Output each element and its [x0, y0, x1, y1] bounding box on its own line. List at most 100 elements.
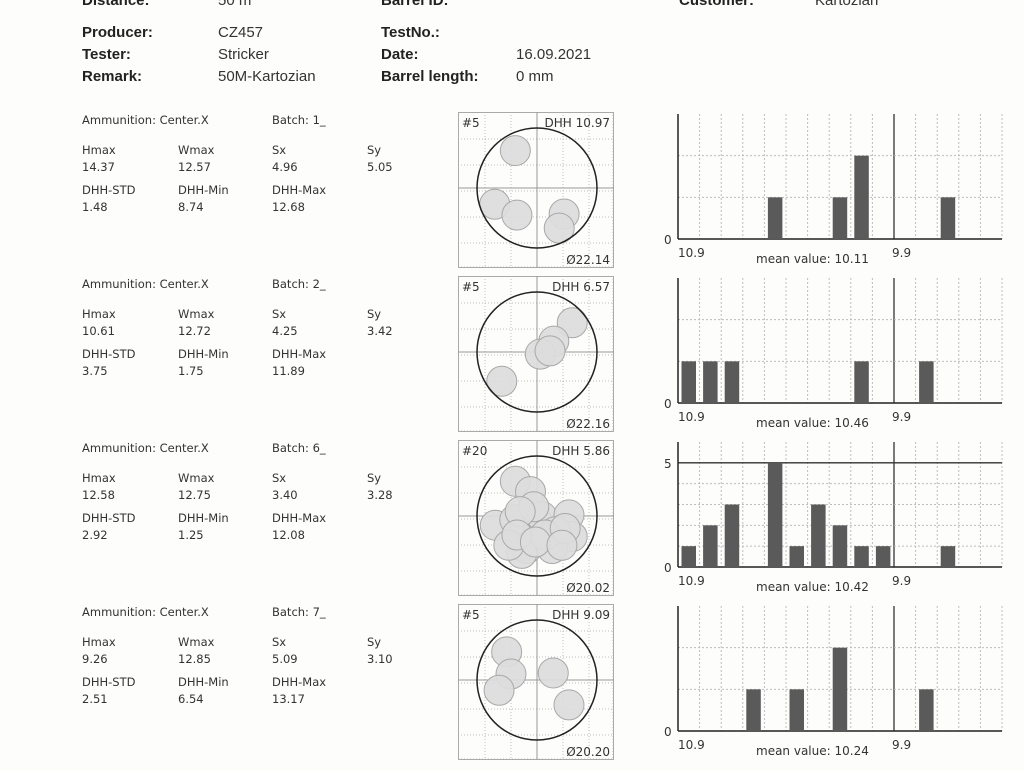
dhh-value: DHH 10.97: [545, 116, 610, 130]
header-label: Remark:: [82, 68, 143, 85]
x-label-left: 10.9: [678, 410, 705, 424]
y-tick-label: 0: [664, 397, 672, 411]
stat-value: 1.25: [178, 528, 204, 542]
dhh-value: DHH 9.09: [552, 608, 610, 622]
y-tick-label: 0: [664, 233, 672, 247]
header-label: Tester:: [82, 46, 131, 63]
shot-mark: [501, 199, 533, 231]
shot-target: #5 DHH 10.97 Ø22.14: [458, 112, 614, 268]
stat-value: 10.61: [82, 324, 115, 338]
stat-value: 12.68: [272, 200, 305, 214]
test-section: Ammunition: Center.X Batch: 2_ Hmax 10.61 Wm…: [0, 276, 1024, 440]
histogram-bar: [746, 689, 761, 731]
header-label: Date:: [381, 46, 419, 63]
group-diameter: Ø22.14: [566, 253, 610, 267]
stat-value: 3.42: [367, 324, 393, 338]
mean-value: mean value: 10.24: [756, 744, 869, 758]
shot-count: #20: [462, 444, 487, 458]
header-label: Barrel ID:: [381, 0, 449, 9]
histogram-chart: 0 10.9 9.9 mean value: 10.11: [664, 114, 1003, 266]
shot-target: #5 DHH 9.09 Ø20.20: [458, 604, 614, 760]
stat-label: Hmax: [82, 143, 116, 157]
histogram-bar: [854, 155, 869, 239]
shot-mark: [553, 689, 585, 721]
mean-value: mean value: 10.42: [756, 580, 869, 594]
x-label-mid: 9.9: [892, 574, 911, 588]
stat-value: 12.85: [178, 652, 211, 666]
test-section: Ammunition: Center.X Batch: 1_ Hmax 14.37 Wm…: [0, 112, 1024, 276]
histogram-bar: [811, 504, 826, 567]
x-label-left: 10.9: [678, 738, 705, 752]
ammunition-label: Ammunition: Center.X: [82, 605, 209, 619]
histogram-bar: [919, 689, 934, 731]
stat-label: DHH-Max: [272, 347, 327, 361]
y-tick-label: 0: [664, 561, 672, 575]
group-diameter: Ø20.20: [566, 745, 610, 759]
mean-value: mean value: 10.11: [756, 252, 869, 266]
stat-value: 12.08: [272, 528, 305, 542]
stat-value: 4.25: [272, 324, 298, 338]
dhh-value: DHH 5.86: [552, 444, 610, 458]
y-tick-label: 0: [664, 725, 672, 739]
batch-label: Batch: 2_: [272, 277, 326, 291]
shot-mark: [499, 135, 531, 167]
test-section: Ammunition: Center.X Batch: 6_ Hmax 12.58 Wm…: [0, 440, 1024, 604]
stat-label: DHH-STD: [82, 183, 136, 197]
group-circle: [476, 127, 598, 249]
stat-value: 8.74: [178, 200, 204, 214]
shot-target: #5 DHH 6.57 Ø22.16: [458, 276, 614, 432]
histogram-bar: [703, 525, 718, 567]
stat-label: Sx: [272, 635, 287, 649]
stat-label: DHH-Max: [272, 183, 327, 197]
histogram-bar: [940, 197, 956, 239]
group-circle: [476, 291, 598, 413]
histogram-bar: [767, 462, 783, 567]
shot-count: #5: [462, 280, 480, 294]
stat-label: DHH-Max: [272, 511, 327, 525]
histogram-bar: [789, 689, 804, 731]
stat-label: DHH-Max: [272, 675, 327, 689]
stat-label: DHH-Min: [178, 347, 229, 361]
stat-value: 6.54: [178, 692, 204, 706]
stat-value: 14.37: [82, 160, 115, 174]
header-label: Barrel length:: [381, 68, 479, 85]
stat-label: Sx: [272, 471, 287, 485]
stat-value: 12.57: [178, 160, 211, 174]
stat-value: 3.10: [367, 652, 393, 666]
stat-label: DHH-STD: [82, 511, 136, 525]
group-diameter: Ø22.16: [566, 417, 610, 431]
stat-value: 13.17: [272, 692, 305, 706]
histogram-bar: [940, 546, 956, 567]
batch-label: Batch: 7_: [272, 605, 326, 619]
ammunition-label: Ammunition: Center.X: [82, 277, 209, 291]
histogram-bar: [875, 546, 891, 567]
dhh-value: DHH 6.57: [552, 280, 610, 294]
stat-value: 12.58: [82, 488, 115, 502]
stat-label: DHH-STD: [82, 675, 136, 689]
histogram-bar: [789, 546, 804, 567]
shot-mark: [537, 657, 569, 689]
batch-label: Batch: 6_: [272, 441, 326, 455]
stat-value: 3.75: [82, 364, 108, 378]
stat-value: 3.40: [272, 488, 298, 502]
shot-mark: [486, 365, 518, 397]
stat-label: Wmax: [178, 471, 215, 485]
shot-mark: [519, 526, 551, 558]
histogram-bar: [854, 546, 869, 567]
stat-value: 2.51: [82, 692, 108, 706]
histogram-bar: [681, 546, 696, 567]
shot-mark: [543, 212, 575, 244]
x-label-left: 10.9: [678, 246, 705, 260]
header-value: Stricker: [218, 46, 269, 63]
histogram-bar: [724, 504, 740, 567]
x-label-left: 10.9: [678, 574, 705, 588]
test-section: Ammunition: Center.X Batch: 7_ Hmax 9.26 Wma…: [0, 604, 1024, 768]
stat-value: 1.48: [82, 200, 108, 214]
shot-count: #5: [462, 116, 480, 130]
x-label-mid: 9.9: [892, 738, 911, 752]
batch-label: Batch: 1_: [272, 113, 326, 127]
histogram-bar: [681, 361, 696, 403]
header-value: 16.09.2021: [516, 46, 592, 63]
stat-label: Sx: [272, 307, 287, 321]
header-value: Kartozian: [815, 0, 879, 9]
